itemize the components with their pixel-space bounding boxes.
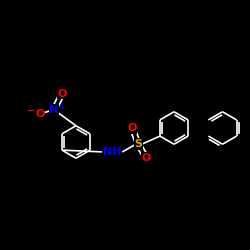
Text: NH: NH [103,147,122,157]
Text: S: S [134,139,142,149]
Text: O: O [35,109,45,119]
Text: −: − [27,106,35,116]
Text: O: O [57,89,67,99]
Text: O: O [142,153,151,163]
Text: +: + [58,103,66,112]
Text: N: N [50,105,58,115]
Text: O: O [128,123,137,133]
